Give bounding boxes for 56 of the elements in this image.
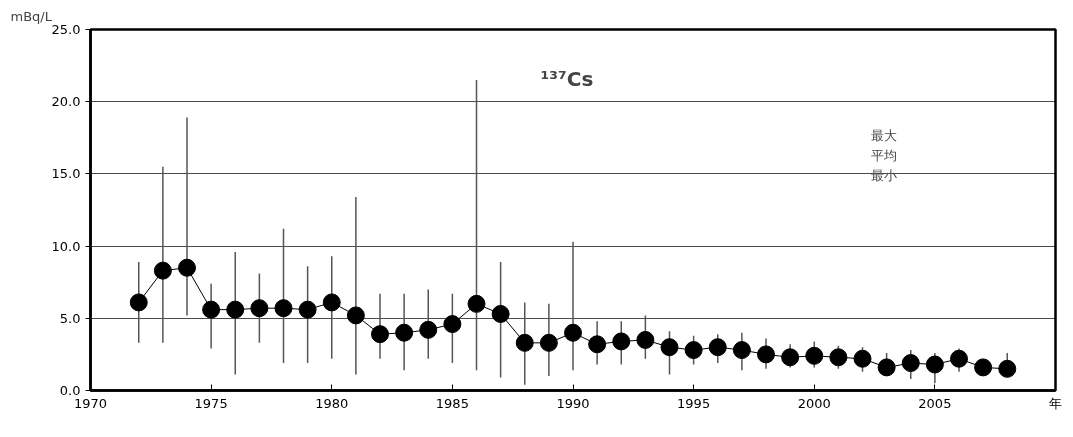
annotation: 最大 <box>870 128 897 143</box>
x-tick-label: 2000 <box>797 395 831 411</box>
point <box>684 341 703 360</box>
point <box>322 293 341 312</box>
point <box>226 300 245 319</box>
point <box>901 354 920 373</box>
point <box>371 325 389 344</box>
point <box>346 306 365 325</box>
y-axis-title: mBq/L <box>10 8 53 24</box>
point <box>202 300 221 319</box>
point <box>660 338 679 357</box>
point <box>636 330 655 349</box>
point <box>491 304 510 323</box>
point <box>877 358 896 377</box>
point <box>129 293 148 312</box>
annotation: 平均 <box>870 148 897 163</box>
point <box>178 258 196 277</box>
point <box>467 294 486 313</box>
y-tick-label: 25.0 <box>51 22 81 37</box>
point <box>274 299 293 318</box>
point <box>925 355 944 374</box>
point <box>395 323 414 342</box>
point <box>974 358 993 377</box>
point <box>998 359 1017 378</box>
point <box>853 349 872 368</box>
point <box>564 323 582 342</box>
point <box>515 333 534 352</box>
x-tick-label: 1995 <box>677 395 711 411</box>
point <box>781 348 800 367</box>
x-tick-label: 2005 <box>918 395 952 411</box>
x-tick-label: 1970 <box>73 395 108 411</box>
x-tick-label: 1990 <box>556 395 590 411</box>
point <box>153 261 172 280</box>
y-tick-label: 20.0 <box>51 94 81 110</box>
point <box>950 349 968 368</box>
point <box>588 335 607 354</box>
point <box>250 299 269 318</box>
point <box>732 341 751 360</box>
x-tick-label: 1975 <box>194 395 228 411</box>
y-tick-label: 15.0 <box>51 166 81 182</box>
point <box>757 345 775 364</box>
point <box>419 320 438 339</box>
point <box>829 348 848 367</box>
y-tick-label: 5.0 <box>59 310 81 326</box>
point <box>805 346 824 365</box>
text: ¹³⁷Cs <box>540 66 594 91</box>
y-tick-label: 0.0 <box>59 383 81 398</box>
point <box>708 338 727 357</box>
point <box>539 333 558 352</box>
x-tick-label: 年 <box>1049 395 1062 411</box>
point <box>298 300 317 319</box>
point <box>443 315 462 334</box>
x-tick-label: 1985 <box>435 395 469 411</box>
y-tick-label: 10.0 <box>51 238 81 254</box>
point <box>612 332 631 351</box>
x-tick-label: 1980 <box>315 395 349 411</box>
